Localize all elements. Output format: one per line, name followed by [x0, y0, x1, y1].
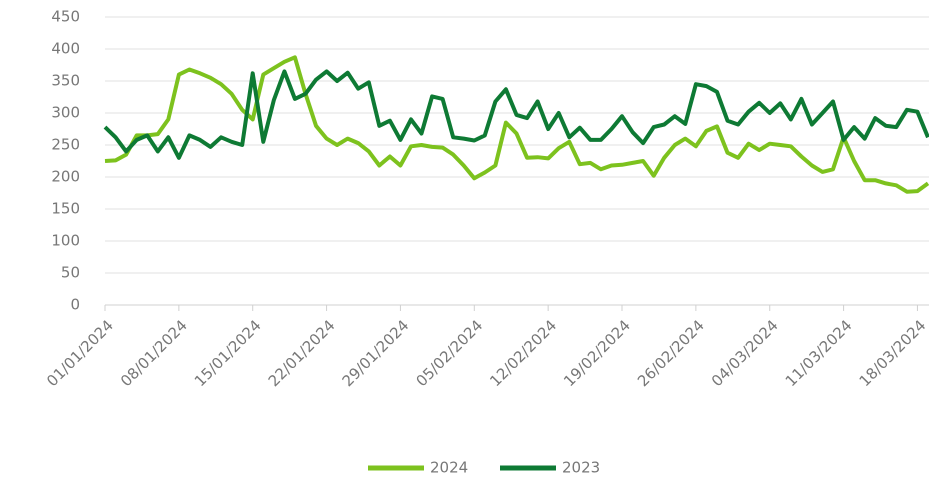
x-tick-label: 12/02/2024: [486, 316, 560, 390]
x-tick-label: 29/01/2024: [339, 316, 413, 390]
x-tick-label: 11/03/2024: [782, 316, 856, 390]
y-tick-label: 400: [51, 40, 80, 58]
line-series: [103, 69, 929, 160]
y-tick-label: 0: [70, 296, 80, 314]
y-tick-label: 450: [51, 8, 80, 26]
legend-label: 2023: [562, 459, 600, 477]
x-tick-label: 18/03/2024: [856, 316, 929, 390]
legend-label: 2024: [430, 459, 468, 477]
x-tick-label: 26/02/2024: [634, 316, 708, 390]
x-tick-label: 19/02/2024: [560, 316, 634, 390]
x-tick-label: 05/02/2024: [412, 316, 486, 390]
line-series: [104, 55, 929, 194]
x-tick-label: 01/01/2024: [43, 316, 117, 390]
y-tick-label: 100: [51, 232, 80, 250]
y-tick-label: 250: [51, 136, 80, 154]
y-tick-label: 150: [51, 200, 80, 218]
x-tick-label: 22/01/2024: [265, 316, 339, 390]
x-tick-label: 04/03/2024: [708, 316, 782, 390]
y-tick-label: 350: [51, 72, 80, 90]
y-tick-label: 50: [61, 264, 80, 282]
y-tick-label: 300: [51, 104, 80, 122]
x-tick-label: 08/01/2024: [117, 316, 191, 390]
y-tick-label: 200: [51, 168, 80, 186]
x-tick-label: 15/01/2024: [191, 316, 265, 390]
